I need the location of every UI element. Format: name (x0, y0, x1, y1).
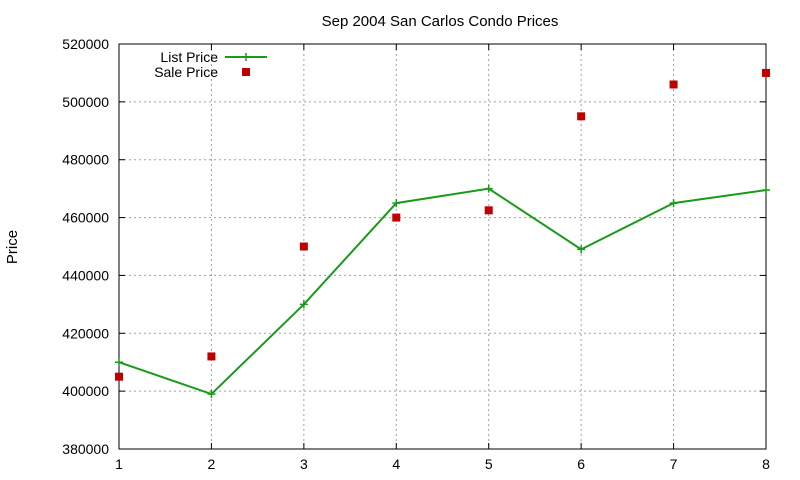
data-point-list-price (762, 186, 770, 195)
y-tick-label: 400000 (62, 383, 109, 399)
x-tick-label: 8 (762, 456, 770, 472)
chart-title: Sep 2004 San Carlos Condo Prices (322, 13, 559, 30)
x-tick-label: 5 (485, 456, 493, 472)
data-point-sale-price (299, 242, 308, 251)
data-point-sale-price (577, 112, 586, 121)
plot-area (115, 68, 770, 399)
y-tick-label: 520000 (62, 36, 109, 52)
y-tick-label: 420000 (62, 325, 109, 341)
series-line-list-price (118, 187, 767, 396)
y-tick-label: 440000 (62, 267, 109, 283)
data-point-list-price (669, 199, 678, 208)
axes: 1 2 3 4 5 6 7 8 380000 400000 420000 440000 460000 48… (62, 36, 770, 472)
y-tick-label: 480000 (62, 152, 109, 168)
data-point-sale-price (115, 372, 123, 381)
x-tick-label: 4 (392, 456, 400, 472)
data-point-list-price (299, 300, 308, 309)
x-tick-label: 7 (670, 456, 678, 472)
data-point-sale-price (392, 213, 401, 222)
x-tick-label: 1 (115, 456, 123, 472)
legend-swatch-square (242, 68, 250, 76)
x-tick-label: 3 (300, 456, 308, 472)
data-point-list-price (577, 245, 586, 254)
y-axis-label: Price (4, 230, 21, 264)
y-tick-label: 380000 (62, 441, 109, 457)
data-point-list-price (392, 199, 401, 208)
data-point-list-price (207, 390, 216, 399)
data-point-sale-price (207, 352, 216, 361)
data-point-sale-price (762, 68, 770, 77)
data-point-list-price (484, 184, 493, 193)
y-tick-label: 460000 (62, 210, 109, 226)
x-tick-label: 2 (208, 456, 216, 472)
data-point-sale-price (669, 80, 678, 89)
data-point-list-price (115, 358, 123, 367)
y-tick-label: 500000 (62, 94, 109, 110)
plot-frame (118, 43, 767, 450)
legend-label: List Price (160, 49, 218, 65)
legend-label: Sale Price (154, 64, 218, 80)
x-tick-label: 6 (577, 456, 585, 472)
data-point-sale-price (484, 206, 493, 215)
